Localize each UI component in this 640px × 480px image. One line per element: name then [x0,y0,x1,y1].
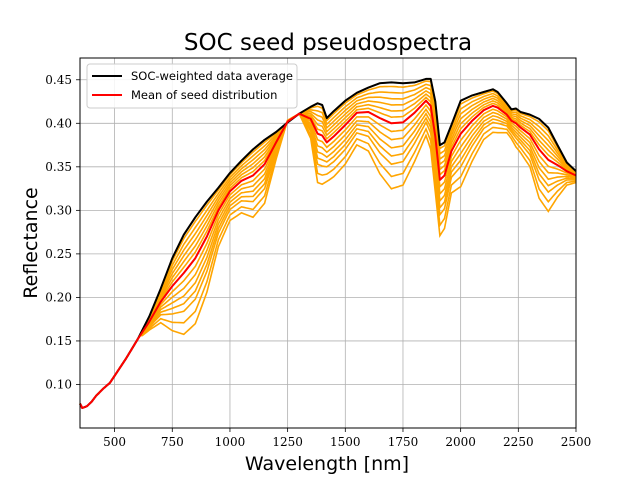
pseudospectrum-line [79,112,577,410]
y-tick-label: 0.40 [45,116,72,130]
legend-label: Mean of seed distribution [131,88,277,102]
pseudospectrum-line [79,83,577,410]
y-tick-label: 0.45 [45,73,72,87]
legend: SOC-weighted data average Mean of seed di… [86,63,298,109]
y-tick-label: 0.15 [45,334,72,348]
pseudospectrum-line [79,112,576,410]
x-tick-label: 1000 [215,435,246,449]
pseudospectrum-line [79,89,577,410]
chart-title: SOC seed pseudospectra [184,30,472,56]
y-tick-label: 0.20 [45,290,72,304]
x-tick-label: 500 [103,435,126,449]
x-axis-label: Wavelength [nm] [245,453,409,475]
pseudospectrum-line [79,112,577,410]
x-ticks: 500 750 1000 1250 1500 1750 2000 2250 2500 [103,428,591,449]
pseudospectrum-line [79,93,577,410]
pseudospectrum-line [79,108,577,410]
legend-box [86,63,298,109]
y-axis-label: Reflectance [20,187,42,298]
x-tick-label: 2500 [561,435,592,449]
pseudospectrum-line [79,96,577,410]
plot-frame [79,57,577,429]
x-tick-label: 2000 [445,435,476,449]
pseudospectra-band [79,78,577,410]
y-tick-label: 0.30 [45,203,72,217]
seed-mean-line [79,99,577,409]
x-tick-label: 1250 [272,435,303,449]
pseudospectrum-line [79,103,577,410]
x-tick-label: 1500 [330,435,361,449]
series-lines [79,77,577,409]
y-tick-label: 0.10 [45,377,72,391]
x-tick-label: 1750 [388,435,419,449]
pseudospectrum-line [79,112,577,410]
x-tick-label: 750 [161,435,184,449]
y-tick-label: 0.35 [45,160,72,174]
pseudospectrum-line [79,86,577,410]
y-ticks: 0.10 0.15 0.20 0.25 0.30 0.35 0.40 0.45 [45,73,80,391]
y-tick-label: 0.25 [45,247,72,261]
legend-label: SOC-weighted data average [131,69,293,83]
x-tick-label: 2250 [503,435,534,449]
pseudospectrum-line [79,112,577,410]
